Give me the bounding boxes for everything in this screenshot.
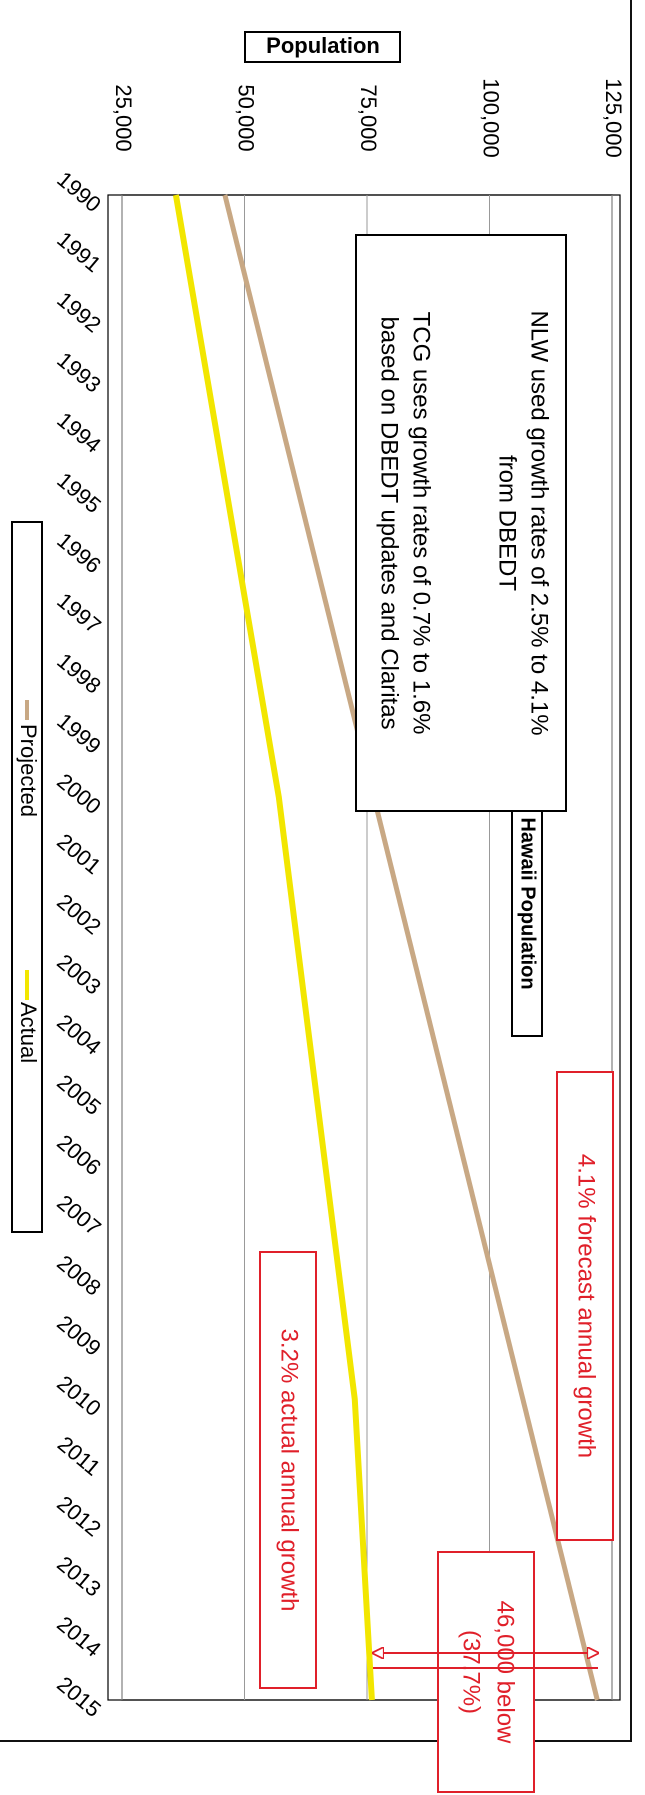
y-tick-label: 75,000	[356, 84, 381, 151]
forecast-growth-box	[556, 1071, 614, 1541]
x-tick-label: 1997	[52, 588, 106, 639]
legend-actual-label: Actual	[16, 1002, 41, 1063]
x-tick-label: 2005	[52, 1069, 106, 1120]
x-tick-label: 1990	[52, 166, 106, 217]
x-tick-label: 1998	[52, 648, 106, 699]
series-line-projected	[222, 194, 600, 1701]
series-line-actual	[172, 194, 375, 1701]
actual-growth-text: 3.2% actual annual growth	[276, 1329, 303, 1612]
x-tick-label: 2000	[52, 768, 106, 819]
y-tick-label: 25,000	[111, 84, 136, 151]
actual-growth-box	[259, 1251, 317, 1689]
legend-box	[11, 521, 43, 1233]
x-tick-label: 2007	[52, 1190, 106, 1241]
chart-title: West Hawaii Population	[517, 764, 539, 989]
x-tick-label: 1996	[52, 528, 106, 579]
x-tick-label: 2011	[53, 1431, 105, 1481]
x-tick-label: 2013	[52, 1551, 106, 1602]
x-tick-label: 1992	[52, 287, 106, 338]
x-tick-label: 2010	[52, 1370, 106, 1421]
x-tick-label: 1995	[52, 467, 106, 518]
y-axis-label: Population	[266, 33, 380, 58]
forecast-growth-text: 4.1% forecast annual growth	[573, 1154, 600, 1458]
y-axis-label-box	[244, 31, 401, 63]
y-tick-label: 50,000	[234, 84, 259, 151]
x-tick-label: 2006	[52, 1130, 106, 1181]
x-tick-label: 2008	[52, 1250, 106, 1301]
x-tick-label: 2001	[52, 829, 106, 880]
note-line-1: NLW used growth rates of 2.5% to 4.1%	[526, 310, 553, 735]
x-tick-label: 2014	[52, 1611, 106, 1662]
x-tick-label: 1991	[52, 227, 106, 278]
note-line-2: from DBEDT	[494, 455, 521, 591]
y-tick-label: 125,000	[601, 78, 626, 158]
x-tick-label: 1994	[52, 407, 106, 458]
difference-line-1: 46,000 below	[492, 1601, 519, 1744]
x-tick-label: 2015	[52, 1671, 106, 1722]
x-tick-label: 2003	[52, 949, 106, 1000]
difference-arrow	[373, 1653, 598, 1669]
difference-box	[437, 1551, 535, 1793]
difference-line-2: (37.7%)	[458, 1630, 485, 1714]
x-tick-label: 2002	[52, 889, 106, 940]
x-tick-label: 1993	[52, 347, 106, 398]
x-tick-label: 2004	[52, 1009, 106, 1060]
y-tick-label: 100,000	[479, 78, 504, 158]
note-box	[355, 234, 567, 812]
page-frame	[0, 0, 632, 1742]
note-line-3: TCG uses growth rates of 0.7% to 1.6%	[408, 312, 435, 735]
x-tick-label: 1999	[52, 708, 106, 759]
x-tick-label: 2012	[52, 1491, 106, 1542]
note-line-4: based on DBEDT updates and Claritas	[376, 316, 403, 729]
legend-projected-label: Projected	[16, 724, 41, 817]
x-tick-label: 2009	[52, 1310, 106, 1361]
